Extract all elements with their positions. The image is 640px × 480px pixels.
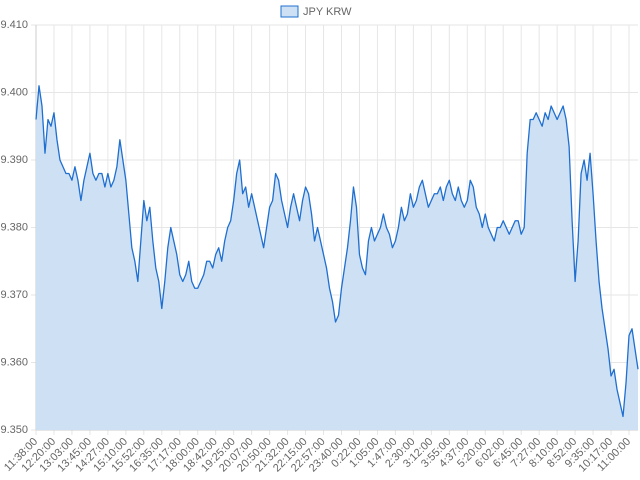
y-tick-label: 9.400 [0, 86, 28, 98]
y-tick-label: 9.410 [0, 19, 28, 31]
area [36, 85, 638, 430]
y-tick-label: 9.350 [0, 424, 28, 436]
y-tick-label: 9.370 [0, 289, 28, 301]
y-tick-label: 9.390 [0, 154, 28, 166]
y-tick-label: 9.380 [0, 221, 28, 233]
legend-label: JPY KRW [303, 6, 352, 18]
line [35, 85, 639, 418]
y-tick-label: 9.360 [0, 356, 28, 368]
legend-swatch [280, 5, 299, 18]
